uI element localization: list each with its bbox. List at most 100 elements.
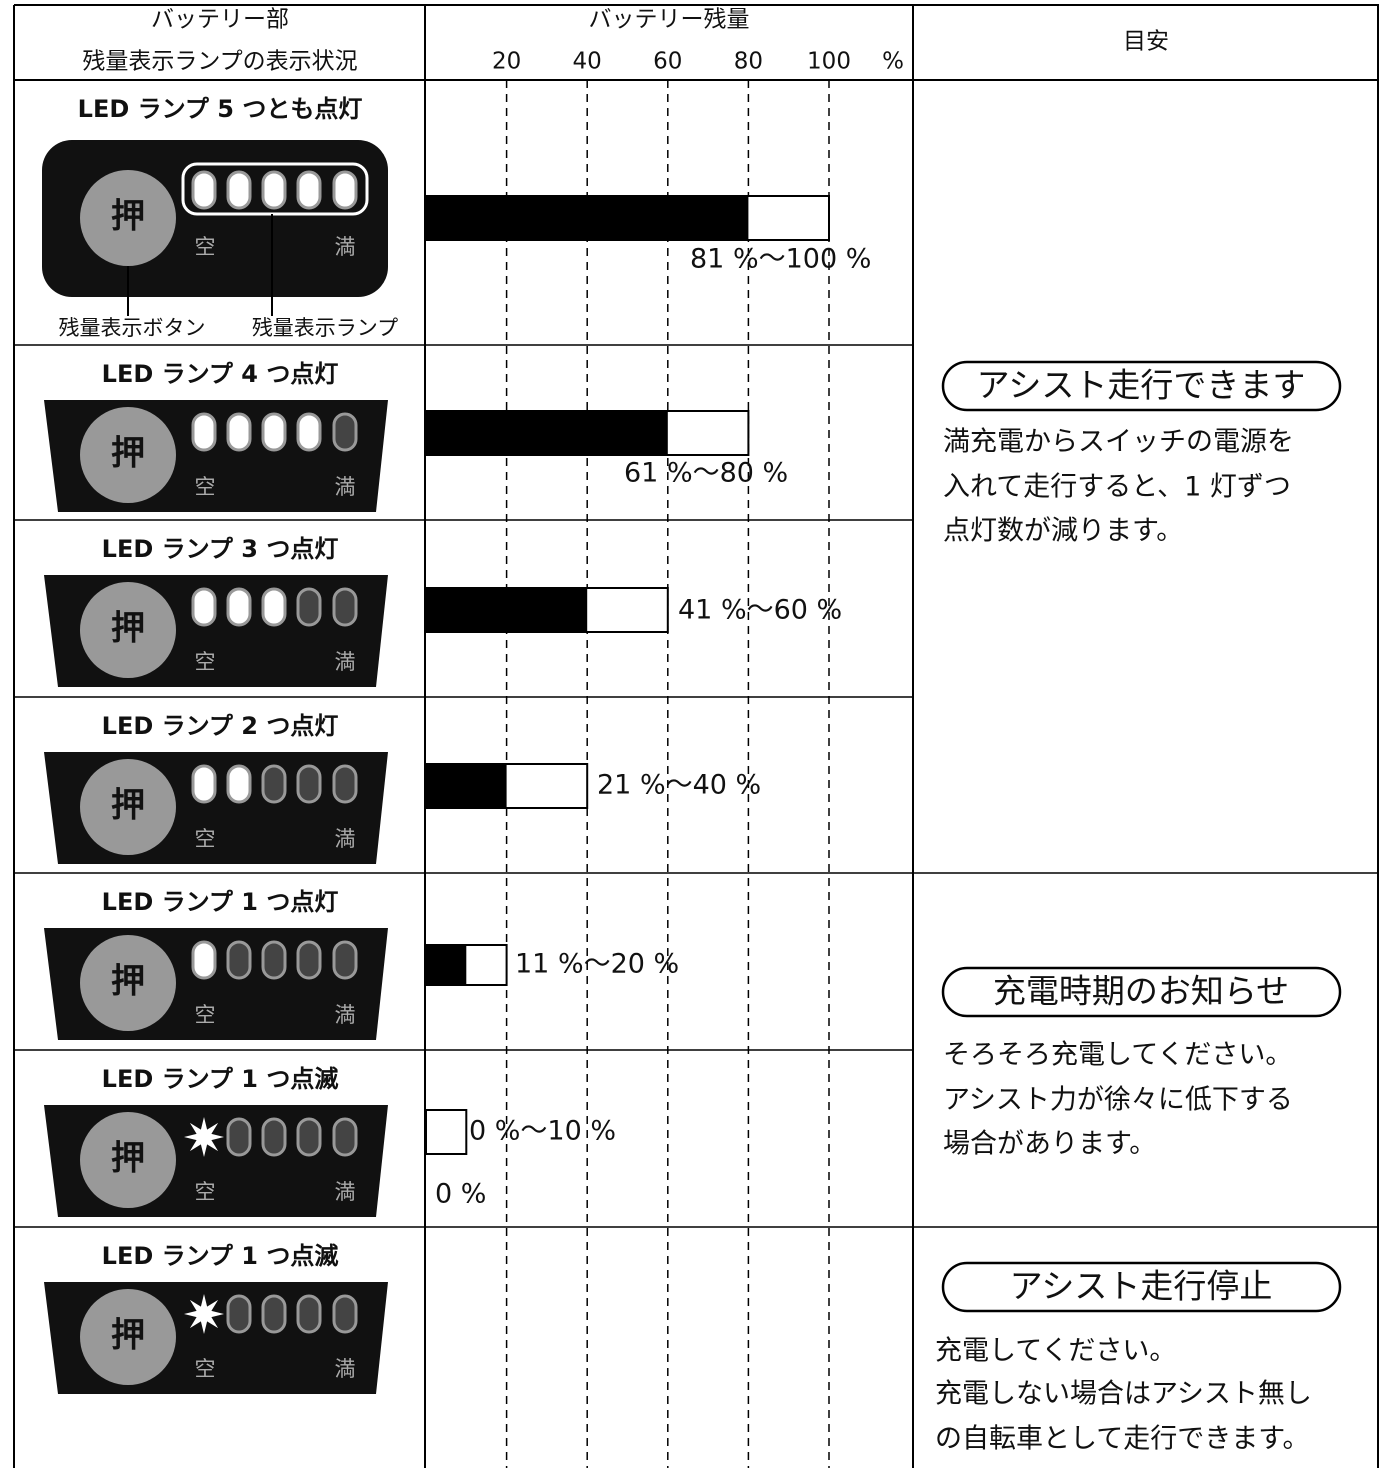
lamp-off (261, 940, 287, 980)
push-button (80, 935, 176, 1031)
button-label: 押 (111, 1139, 145, 1179)
lamp-off (332, 587, 358, 627)
blinking-lamp (184, 1117, 224, 1157)
full-label: 満 (335, 650, 356, 674)
lamp-on (261, 412, 287, 452)
tick-label: 100 (807, 49, 851, 75)
lamp-on (191, 587, 217, 627)
lamp-off (332, 412, 358, 452)
lamp-off (261, 1117, 287, 1157)
empty-label: 空 (195, 235, 216, 259)
lamp-on (296, 170, 322, 210)
guide-text: 満充電からスイッチの電源を (943, 427, 1294, 458)
lamp-off (332, 940, 358, 980)
button-label: 押 (111, 962, 145, 1002)
empty-label: 空 (195, 827, 216, 851)
lamp-on (261, 170, 287, 210)
lamp-on (296, 412, 322, 452)
empty-label: 空 (195, 1003, 216, 1027)
range-fill (426, 196, 749, 240)
empty-label: 空 (195, 475, 216, 499)
lamp-off (226, 1117, 252, 1157)
lamp-off (296, 1294, 322, 1334)
guide-badge (941, 360, 1342, 412)
guide-badge (941, 966, 1342, 1018)
full-label: 満 (335, 235, 356, 259)
button-label: 押 (111, 786, 145, 826)
lamp-off (296, 1117, 322, 1157)
button-label: 押 (111, 1316, 145, 1356)
range-fill (426, 764, 507, 808)
caption: 残量表示ランプ (252, 316, 398, 340)
row-title: LED ランプ 1 つ点灯 (102, 888, 339, 916)
guide-title: アシスト走行停止 (1010, 1267, 1273, 1306)
guide-text: 充電してください。 (935, 1336, 1176, 1367)
header-unit: % (882, 49, 904, 75)
range-label: 61 %～80 % (624, 458, 788, 489)
empty-label: 空 (195, 1180, 216, 1204)
lamp-off (226, 940, 252, 980)
full-label: 満 (335, 1357, 356, 1381)
guide-text: 場合があります。 (943, 1129, 1156, 1160)
full-label: 満 (335, 1003, 356, 1027)
range-label: 41 %～60 % (678, 595, 842, 626)
full-label: 満 (335, 1180, 356, 1204)
push-button (80, 170, 176, 266)
caption: 残量表示ボタン (59, 316, 206, 340)
full-label: 満 (335, 475, 356, 499)
range-label: 11 %～20 % (515, 949, 679, 980)
header-col1: バッテリー部 (151, 7, 289, 33)
guide-text: の自転車として走行できます。 (935, 1424, 1310, 1455)
range-fill (426, 411, 668, 455)
guide-text: 入れて走行すると、1 灯ずつ (943, 472, 1291, 503)
tick-label: 40 (573, 49, 602, 75)
empty-label: 空 (195, 1357, 216, 1381)
header-col3: 目安 (1123, 29, 1169, 55)
row-title: LED ランプ 3 つ点灯 (102, 535, 339, 563)
tick-label: 80 (734, 49, 763, 75)
tick-label: 20 (492, 49, 521, 75)
lamp-on (226, 587, 252, 627)
push-button (80, 1112, 176, 1208)
lamp-on (261, 587, 287, 627)
push-button (80, 582, 176, 678)
tick-label: 60 (653, 49, 682, 75)
lamp-off (261, 1294, 287, 1334)
blinking-lamp (184, 1294, 224, 1334)
button-label: 押 (111, 197, 145, 237)
button-label: 押 (111, 609, 145, 649)
guide-text: 充電しない場合はアシスト無し (935, 1379, 1312, 1410)
lamp-on (191, 412, 217, 452)
lamp-on (226, 764, 252, 804)
lamp-off (296, 764, 322, 804)
full-label: 満 (335, 827, 356, 851)
lamp-off (332, 764, 358, 804)
lamp-off (332, 1294, 358, 1334)
row-title: LED ランプ 1 つ点滅 (102, 1065, 339, 1093)
row-title: LED ランプ 1 つ点滅 (102, 1242, 339, 1270)
range-fill (426, 945, 467, 985)
lamp-off (261, 764, 287, 804)
range-label: 81 %～100 % (690, 244, 871, 275)
range-label: 0 %～10 % (469, 1116, 616, 1147)
range-outline (425, 1109, 468, 1155)
guide-badge (941, 1261, 1342, 1313)
guide-title: アシスト走行できます (977, 366, 1306, 405)
button-label: 押 (111, 434, 145, 474)
range-label: 0 % (435, 1179, 486, 1210)
row-title: LED ランプ 4 つ点灯 (102, 360, 339, 388)
lamp-on (191, 170, 217, 210)
lamp-on (226, 412, 252, 452)
lamp-on (191, 764, 217, 804)
lamp-on (332, 170, 358, 210)
header-col2: バッテリー残量 (589, 7, 750, 33)
row-title: LED ランプ 5 つとも点灯 (78, 95, 363, 123)
lamp-off (296, 587, 322, 627)
header-col1: 残量表示ランプの表示状況 (82, 49, 357, 75)
lamp-off (332, 1117, 358, 1157)
lamp-off (296, 940, 322, 980)
row-title: LED ランプ 2 つ点灯 (102, 712, 339, 740)
range-label: 21 %～40 % (597, 770, 761, 801)
lamp-off (226, 1294, 252, 1334)
